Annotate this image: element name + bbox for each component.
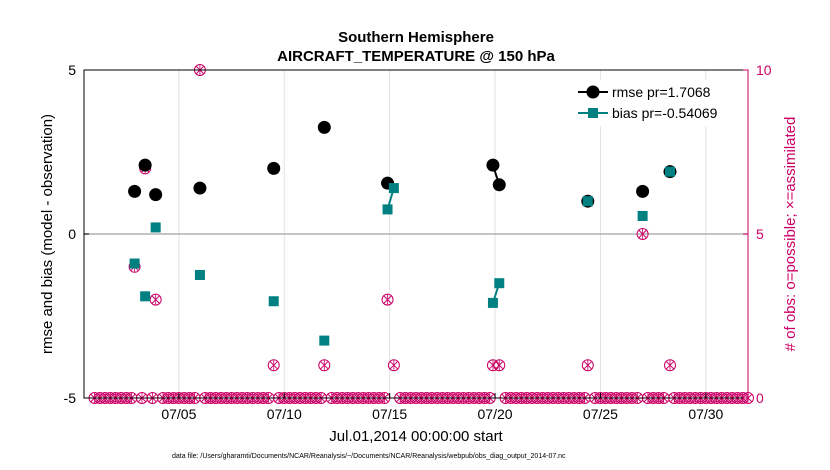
- footnote: data file: /Users/gharamti/Documents/NCA…: [172, 453, 566, 460]
- legend: rmse pr=1.7068 bias pr=-0.54069: [571, 79, 745, 127]
- obs-count-point: [267, 359, 280, 372]
- x-tick-label: 07/05: [161, 406, 196, 422]
- bias-point: [382, 204, 393, 215]
- x-tick-label: 07/20: [478, 406, 513, 422]
- y-right-tick-label: 5: [756, 226, 764, 242]
- bias-point: [194, 270, 205, 280]
- rmse-point: [486, 158, 500, 172]
- y-axis-left: -5 0 5: [64, 62, 89, 406]
- rmse-point: [128, 184, 142, 198]
- obs-count-point: [149, 293, 162, 306]
- y-left-tick-label: 5: [68, 62, 76, 78]
- rmse-point: [193, 181, 207, 195]
- rmse-point: [149, 188, 163, 202]
- bias-point: [665, 166, 676, 177]
- bias-point: [129, 258, 140, 269]
- rmse-point: [317, 120, 331, 134]
- obs-count-point: [318, 359, 331, 372]
- obs-count-point: [636, 228, 649, 240]
- y-axis-right-label: # of obs: o=possible; ×=assimilated: [782, 117, 799, 352]
- x-axis-label: Jul.01,2014 00:00:00 start: [329, 428, 503, 445]
- y-axis-right: 0 5 10: [743, 62, 772, 406]
- bias-point: [140, 291, 151, 302]
- obs-count-point: [486, 359, 499, 372]
- x-tick-label: 07/15: [372, 406, 407, 422]
- chart-title: Southern Hemisphere: [338, 29, 494, 46]
- bias-point: [150, 222, 161, 233]
- x-tick-label: 07/25: [583, 406, 618, 422]
- bias-point: [494, 278, 505, 289]
- legend-box: [571, 79, 745, 127]
- y-right-tick-label: 10: [756, 62, 772, 78]
- bias-point: [268, 296, 279, 307]
- y-axis-left-label: rmse and bias (model - observation): [39, 114, 56, 354]
- rmse-point: [636, 184, 650, 198]
- rmse-point: [138, 158, 152, 172]
- x-axis: 07/05 07/10 07/15 07/20 07/25 07/30: [161, 393, 724, 422]
- obs-count-point: [381, 293, 394, 306]
- bias-point: [388, 183, 399, 194]
- x-tick-label: 07/10: [267, 406, 302, 422]
- chart-subtitle: AIRCRAFT_TEMPERATURE @ 150 hPa: [277, 48, 555, 65]
- obs-count-point: [664, 359, 677, 372]
- legend-bias-marker: [588, 108, 598, 118]
- bias-point: [319, 335, 330, 346]
- rmse-point: [492, 178, 506, 192]
- legend-rmse-label: rmse pr=1.7068: [612, 84, 711, 100]
- y-left-tick-label: -5: [64, 390, 77, 406]
- bias-point: [637, 210, 648, 221]
- obs-count-point: [387, 359, 400, 372]
- legend-rmse-marker: [586, 85, 600, 99]
- obs-count-point: [581, 359, 594, 372]
- legend-bias-label: bias pr=-0.54069: [612, 105, 718, 121]
- y-left-tick-label: 0: [68, 226, 76, 242]
- bias-point: [487, 297, 498, 308]
- bias-point: [582, 196, 593, 207]
- y-right-tick-label: 0: [756, 390, 764, 406]
- rmse-point: [267, 161, 281, 175]
- data-series: [128, 120, 677, 346]
- x-tick-label: 07/30: [688, 406, 723, 422]
- obs-count-point: [493, 359, 506, 372]
